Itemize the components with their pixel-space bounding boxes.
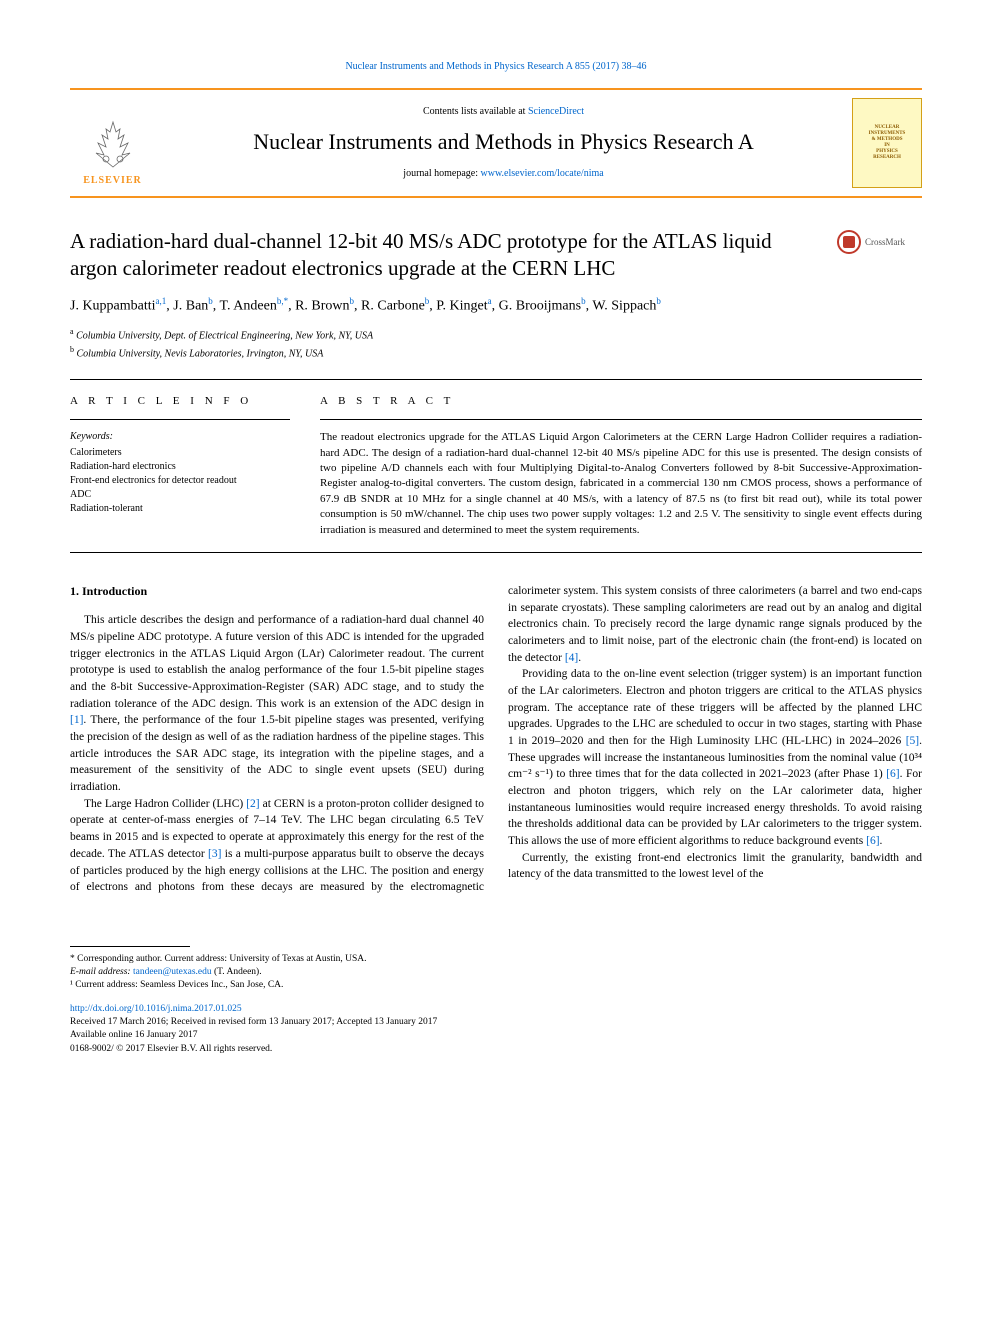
article-info-column: A R T I C L E I N F O Keywords: Calorime… (70, 394, 290, 538)
author-note-1: ¹ Current address: Seamless Devices Inc.… (70, 979, 922, 992)
homepage-link[interactable]: www.elsevier.com/locate/nima (481, 168, 604, 179)
email-link[interactable]: tandeen@utexas.edu (133, 967, 212, 977)
received-line: Received 17 March 2016; Received in revi… (70, 1016, 922, 1029)
keyword-item: Radiation-hard electronics (70, 460, 290, 474)
body-section: 1. Introduction This article describes t… (70, 583, 922, 896)
journal-cover-thumbnail: NUCLEAR INSTRUMENTS & METHODS IN PHYSICS… (852, 98, 922, 188)
keyword-item: Front-end electronics for detector reado… (70, 474, 290, 488)
elsevier-tree-icon (88, 117, 138, 172)
abstract-column: A B S T R A C T The readout electronics … (320, 394, 922, 538)
doi-line: http://dx.doi.org/10.1016/j.nima.2017.01… (70, 1003, 922, 1016)
contents-prefix: Contents lists available at (423, 106, 528, 117)
elsevier-text: ELSEVIER (83, 174, 142, 188)
ref-1[interactable]: [1] (70, 714, 83, 726)
abstract-heading: A B S T R A C T (320, 394, 922, 409)
journal-header: ELSEVIER Contents lists available at Sci… (70, 88, 922, 198)
cover-text: NUCLEAR INSTRUMENTS & METHODS IN PHYSICS… (869, 125, 906, 161)
ref-6a[interactable]: [6] (886, 768, 899, 780)
footer-block: * Corresponding author. Current address:… (70, 946, 922, 1056)
keyword-item: Radiation-tolerant (70, 502, 290, 516)
article-info-heading: A R T I C L E I N F O (70, 394, 290, 409)
journal-name: Nuclear Instruments and Methods in Physi… (165, 127, 842, 158)
crossmark-icon (837, 230, 861, 254)
ref-5[interactable]: [5] (906, 735, 919, 747)
top-citation: Nuclear Instruments and Methods in Physi… (70, 60, 922, 74)
crossmark-text: CrossMark (865, 236, 905, 249)
keyword-item: Calorimeters (70, 446, 290, 460)
header-center: Contents lists available at ScienceDirec… (155, 105, 852, 182)
keywords-label: Keywords: (70, 430, 290, 444)
info-rule (70, 419, 290, 420)
info-abstract-row: A R T I C L E I N F O Keywords: Calorime… (70, 380, 922, 552)
section-1-heading: 1. Introduction (70, 583, 484, 600)
copyright-line: 0168-9002/ © 2017 Elsevier B.V. All righ… (70, 1043, 922, 1056)
keywords-list: CalorimetersRadiation-hard electronicsFr… (70, 446, 290, 516)
journal-homepage: journal homepage: www.elsevier.com/locat… (165, 167, 842, 181)
affiliations: a Columbia University, Dept. of Electric… (70, 326, 922, 361)
sciencedirect-link[interactable]: ScienceDirect (528, 106, 584, 117)
homepage-prefix: journal homepage: (403, 168, 480, 179)
authors-list: J. Kuppambattia,1, J. Banb, T. Andeenb,*… (70, 295, 922, 317)
top-citation-link[interactable]: Nuclear Instruments and Methods in Physi… (345, 61, 646, 72)
available-line: Available online 16 January 2017 (70, 1029, 922, 1042)
paragraph-4: Currently, the existing front-end electr… (508, 850, 922, 883)
affiliation-a: a Columbia University, Dept. of Electric… (70, 326, 922, 343)
crossmark-badge[interactable]: CrossMark (837, 228, 922, 256)
ref-3[interactable]: [3] (208, 848, 221, 860)
paragraph-1: This article describes the design and pe… (70, 612, 484, 795)
ref-2[interactable]: [2] (246, 798, 259, 810)
footer-rule (70, 946, 190, 947)
rule-bottom (70, 552, 922, 553)
title-row: A radiation-hard dual-channel 12-bit 40 … (70, 228, 922, 283)
body-columns: 1. Introduction This article describes t… (70, 583, 922, 896)
article-title: A radiation-hard dual-channel 12-bit 40 … (70, 228, 837, 283)
abstract-text: The readout electronics upgrade for the … (320, 430, 922, 538)
contents-line: Contents lists available at ScienceDirec… (165, 105, 842, 119)
elsevier-logo: ELSEVIER (70, 98, 155, 188)
corresponding-author-note: * Corresponding author. Current address:… (70, 953, 922, 966)
abstract-rule (320, 419, 922, 420)
affiliation-b: b Columbia University, Nevis Laboratorie… (70, 344, 922, 361)
ref-6b[interactable]: [6] (866, 835, 879, 847)
keyword-item: ADC (70, 488, 290, 502)
email-line: E-mail address: tandeen@utexas.edu (T. A… (70, 966, 922, 979)
ref-4[interactable]: [4] (565, 652, 578, 664)
paragraph-3: Providing data to the on-line event sele… (508, 666, 922, 849)
doi-link[interactable]: http://dx.doi.org/10.1016/j.nima.2017.01… (70, 1004, 242, 1014)
